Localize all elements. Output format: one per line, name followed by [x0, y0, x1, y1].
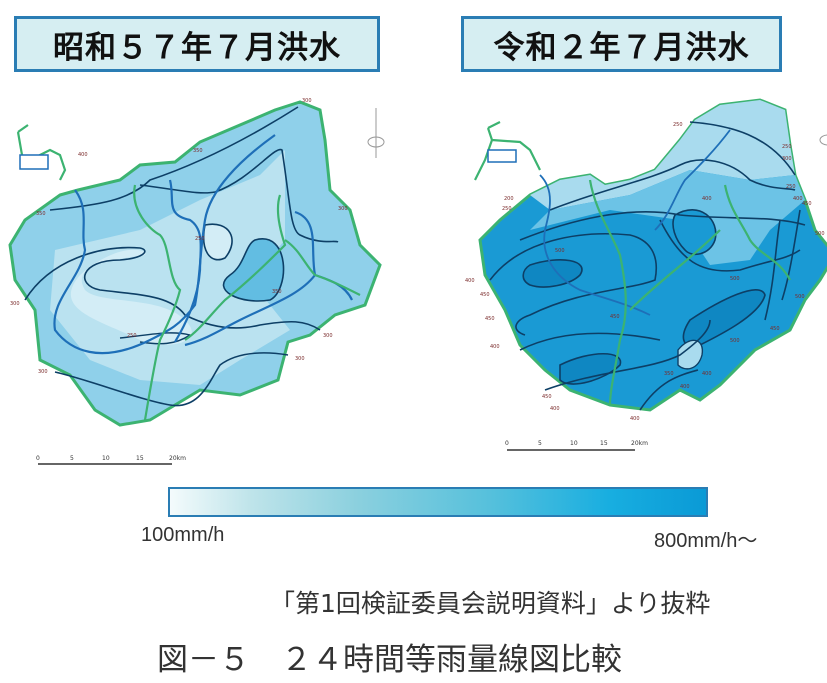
svg-text:400: 400: [680, 384, 690, 390]
svg-text:300: 300: [295, 356, 305, 362]
colorbar-max-label: 800mm/h～: [654, 530, 758, 552]
svg-text:250: 250: [195, 236, 205, 242]
svg-text:350: 350: [664, 371, 674, 377]
north-arrow-icon: [367, 108, 385, 158]
svg-text:450: 450: [610, 314, 620, 320]
svg-text:5: 5: [538, 440, 542, 447]
svg-text:500: 500: [815, 231, 825, 237]
svg-text:400: 400: [702, 371, 712, 377]
svg-text:250: 250: [502, 206, 512, 212]
svg-text:400: 400: [630, 416, 640, 422]
svg-text:20km: 20km: [169, 455, 186, 462]
right-scale-bar: 0 5 10 15 20km: [505, 440, 648, 451]
svg-text:0: 0: [505, 440, 509, 447]
svg-text:250: 250: [786, 184, 796, 190]
svg-text:450: 450: [542, 394, 552, 400]
svg-text:400: 400: [78, 152, 88, 158]
svg-text:300: 300: [323, 333, 333, 339]
svg-text:300: 300: [338, 206, 348, 212]
svg-text:20km: 20km: [631, 440, 648, 447]
right-isohyet-map: 250 250 300 250 400 450 500 200 250 400 …: [430, 80, 827, 470]
svg-text:400: 400: [465, 278, 475, 284]
svg-text:10: 10: [102, 455, 110, 462]
svg-text:450: 450: [802, 201, 812, 207]
svg-text:500: 500: [795, 294, 805, 300]
svg-text:400: 400: [793, 196, 803, 202]
svg-text:500: 500: [730, 276, 740, 282]
svg-text:5: 5: [70, 455, 74, 462]
svg-text:450: 450: [480, 292, 490, 298]
left-scale-bar: 0 5 10 15 20km: [36, 455, 186, 465]
svg-text:400: 400: [490, 344, 500, 350]
svg-text:350: 350: [272, 289, 282, 295]
svg-text:0: 0: [36, 455, 40, 462]
svg-text:300: 300: [38, 369, 48, 375]
svg-text:300: 300: [782, 156, 792, 162]
source-note: 「第1回検証委員会説明資料」より抜粋: [270, 589, 711, 618]
svg-text:300: 300: [10, 301, 20, 307]
svg-text:500: 500: [555, 248, 565, 254]
svg-text:250: 250: [127, 333, 137, 339]
svg-text:15: 15: [136, 455, 144, 462]
left-map-title: 昭和５７年７月洪水: [14, 16, 380, 72]
svg-text:500: 500: [730, 338, 740, 344]
north-arrow-icon: [819, 134, 827, 146]
svg-text:200: 200: [504, 196, 514, 202]
svg-text:400: 400: [550, 406, 560, 412]
svg-text:350: 350: [193, 148, 203, 154]
svg-text:450: 450: [485, 316, 495, 322]
left-isohyet-map: 400 350 350 300 300 300 300 300 300 350 …: [0, 80, 420, 470]
svg-text:10: 10: [570, 440, 578, 447]
svg-text:350: 350: [36, 211, 46, 217]
svg-text:250: 250: [673, 122, 683, 128]
left-map-graphic: 400 350 350 300 300 300 300 300 300 350 …: [8, 98, 385, 465]
rainfall-colorbar: [168, 487, 708, 517]
svg-text:15: 15: [600, 440, 608, 447]
right-map-graphic: 250 250 300 250 400 450 500 200 250 400 …: [465, 98, 827, 451]
colorbar-min-label: 100mm/h: [141, 524, 225, 546]
svg-text:450: 450: [770, 326, 780, 332]
svg-text:400: 400: [702, 196, 712, 202]
svg-text:300: 300: [302, 98, 312, 104]
figure-caption: 図－５ ２４時間等雨量線図比較: [157, 642, 622, 678]
right-map-title: 令和２年７月洪水: [461, 16, 782, 72]
svg-text:250: 250: [782, 144, 792, 150]
